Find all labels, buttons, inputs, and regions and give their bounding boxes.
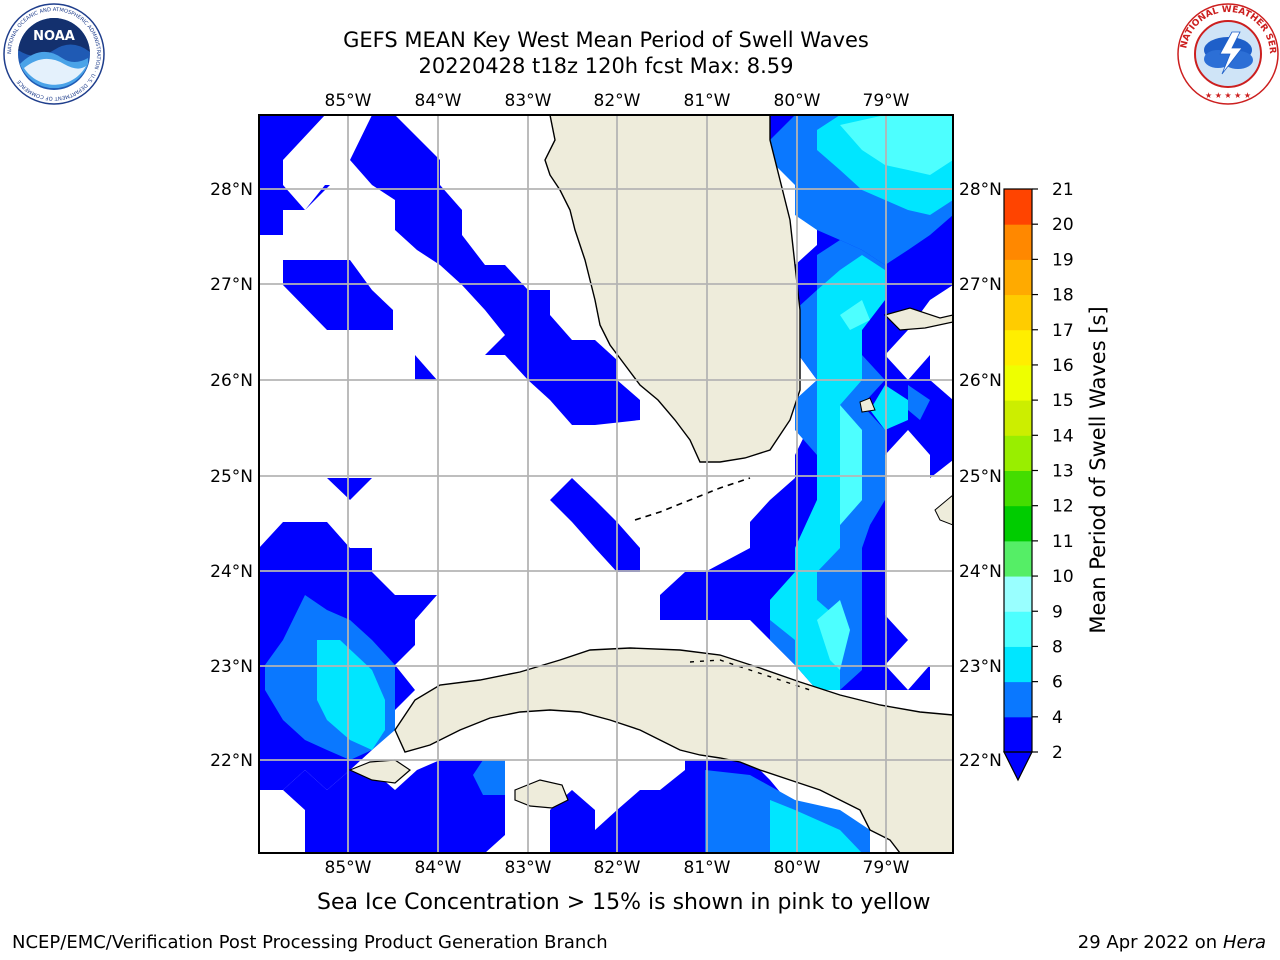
colorbar-tick-label: 17 [1052,321,1074,341]
colorbar-segment [1004,259,1032,296]
lat-label: 22°N [210,751,253,771]
bahamas-landmass [859,397,876,413]
colorbar-tick-label: 10 [1052,567,1074,587]
noaa-logo-icon: NOAA NATIONAL OCEANIC AND ATMOSPHERIC AD… [2,2,106,106]
colorbar-segment [1004,540,1032,577]
lat-label: 28°N [210,180,253,200]
lon-label: 80°W [774,858,821,878]
map-title: GEFS MEAN Key West Mean Period of Swell … [343,28,869,52]
colorbar-segment [1004,400,1032,436]
lon-label: 85°W [325,91,372,111]
colorbar-tick-label: 19 [1052,250,1074,270]
graticule [259,115,953,853]
lat-label: 22°N [959,751,1002,771]
colorbar-segment [1004,470,1032,507]
footer-date-text: 29 Apr 2022 on [1077,932,1223,953]
colorbar-segment [1004,505,1032,542]
colorbar-tick-label: 12 [1052,497,1074,517]
colorbar-segment [1004,576,1032,612]
latitude-labels-left: 28°N 27°N 26°N 25°N 24°N 23°N 22°N [210,180,253,771]
colorbar-segment [1004,364,1032,401]
colorbar-tick-label: 4 [1052,708,1063,728]
colorbar-tick-label: 11 [1052,532,1074,552]
colorbar-tick-label: 2 [1052,743,1063,763]
lon-label: 83°W [505,858,552,878]
longitude-labels-top: 85°W 84°W 83°W 82°W 81°W 80°W 79°W [325,91,910,111]
lat-label: 24°N [959,562,1002,582]
colorbar-segment [1004,716,1032,753]
colorbar-segment [1004,646,1032,683]
nws-logo-icon: NATIONAL WEATHER SERVICE ★ ★ ★ ★ ★ [1173,0,1280,106]
florida-keys [634,477,751,521]
map-frame [258,114,954,854]
florida-landmass [544,115,801,463]
cuba-cays [689,659,811,691]
lat-label: 27°N [210,275,253,295]
lat-label: 23°N [959,657,1002,677]
colorbar-tick-label: 21 [1052,180,1074,200]
colorbar-tick-label: 16 [1052,356,1074,376]
lat-label: 24°N [210,562,253,582]
colorbar-segment [1004,224,1032,260]
lat-label: 25°N [959,467,1002,487]
lon-label: 82°W [594,91,641,111]
lon-label: 80°W [774,91,821,111]
colorbar-tick-label: 15 [1052,391,1074,411]
colorbar [1003,188,1033,782]
colorbar-segment [1004,329,1032,366]
colorbar-segment [1004,189,1032,225]
colorbar-label: Mean Period of Swell Waves [s] [1086,306,1110,633]
colorbar-tick-label: 8 [1052,637,1063,657]
bahamas-landmass [883,307,953,331]
lon-label: 85°W [325,858,372,878]
lon-label: 82°W [594,858,641,878]
colorbar-tick-label: 14 [1052,426,1074,446]
colorbar-tick-label: 9 [1052,602,1063,622]
colorbar-tick-label: 6 [1052,673,1063,693]
lon-label: 79°W [863,91,910,111]
bahamas-landmass [934,494,953,526]
lat-label: 28°N [959,180,1002,200]
footer-date: 29 Apr 2022 on Hera [1078,932,1266,953]
latitude-labels-right: 28°N 27°N 26°N 25°N 24°N 23°N 22°N [959,180,1002,771]
lat-label: 26°N [959,371,1002,391]
map-subtitle: 20220428 t18z 120h fcst Max: 8.59 [418,54,794,78]
lat-label: 23°N [210,657,253,677]
seaice-note: Sea Ice Concentration > 15% is shown in … [317,890,931,915]
colorbar-tick-label: 13 [1052,462,1074,482]
colorbar-segment [1004,435,1032,471]
swell-contours-8-9 [817,115,953,670]
cuba-west-tip [348,759,411,784]
colorbar-segment [1004,611,1032,647]
lon-label: 84°W [415,91,462,111]
lon-label: 79°W [863,858,910,878]
colorbar-segment [1004,294,1032,331]
longitude-labels-bottom: 85°W 84°W 83°W 82°W 81°W 80°W 79°W [325,858,910,878]
colorbar-extend-triangle [1003,751,1033,782]
lon-label: 81°W [684,858,731,878]
lon-label: 83°W [505,91,552,111]
colorbar-segment [1004,681,1032,718]
lon-label: 84°W [415,858,462,878]
colorbar-tick-label: 18 [1052,286,1074,306]
footer-host: Hera [1222,932,1266,953]
lat-label: 25°N [210,467,253,487]
lat-label: 27°N [959,275,1002,295]
colorbar-ticks: 2 4 6 8 9 10 11 12 13 14 15 16 17 18 19 20 21 [1032,180,1074,763]
footer-credit: NCEP/EMC/Verification Post Processing Pr… [12,932,608,953]
cuba-landmass [394,647,953,853]
lat-label: 26°N [210,371,253,391]
lon-label: 81°W [684,91,731,111]
noaa-logo-text: NOAA [33,29,75,44]
colorbar-tick-label: 20 [1052,215,1074,235]
svg-text:★ ★ ★ ★ ★: ★ ★ ★ ★ ★ [1205,91,1251,100]
